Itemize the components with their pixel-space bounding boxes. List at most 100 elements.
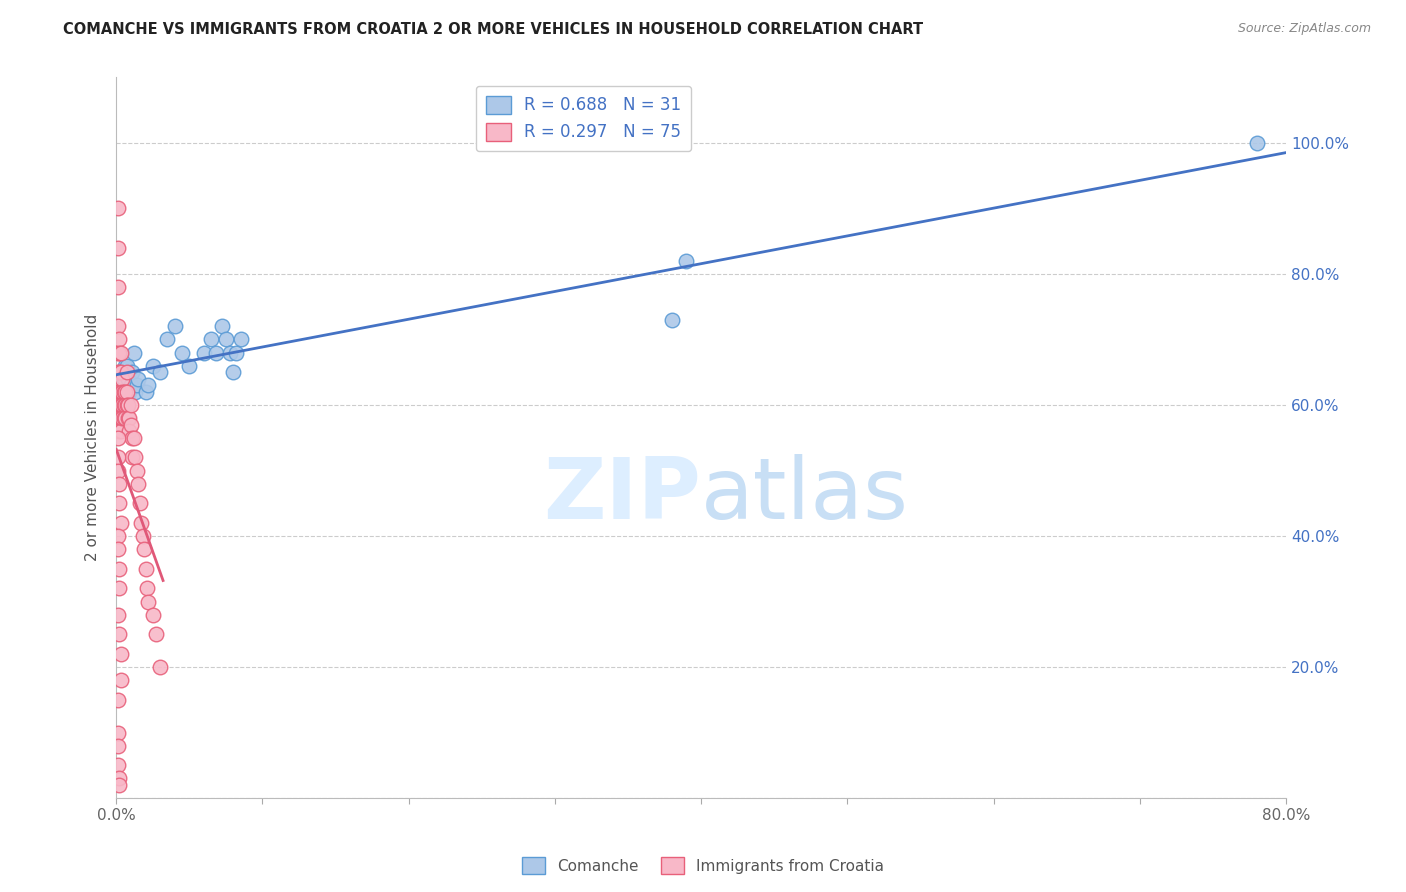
Point: [107, 384, 129, 399]
Point: [108, 424, 131, 438]
Point: [107, 365, 129, 379]
Point: [107, 693, 129, 707]
Point: [107, 739, 129, 753]
Point: [149, 365, 172, 379]
Point: [200, 333, 222, 347]
Legend: R = 0.688   N = 31, R = 0.297   N = 75: R = 0.688 N = 31, R = 0.297 N = 75: [475, 86, 690, 152]
Point: [118, 384, 141, 399]
Point: [219, 345, 242, 359]
Point: [117, 411, 139, 425]
Point: [112, 411, 135, 425]
Point: [134, 562, 156, 576]
Point: [132, 542, 155, 557]
Point: [675, 253, 697, 268]
Point: [142, 607, 165, 622]
Point: [204, 345, 226, 359]
Text: atlas: atlas: [702, 454, 910, 537]
Point: [124, 450, 146, 465]
Point: [107, 431, 129, 445]
Point: [118, 411, 141, 425]
Point: [111, 372, 134, 386]
Point: [115, 398, 138, 412]
Point: [107, 202, 129, 216]
Point: [107, 463, 129, 477]
Point: [110, 516, 132, 530]
Point: [121, 431, 143, 445]
Point: [661, 313, 683, 327]
Point: [110, 365, 132, 379]
Point: [114, 384, 136, 399]
Point: [108, 627, 131, 641]
Point: [121, 365, 143, 379]
Point: [142, 359, 165, 373]
Point: [107, 280, 129, 294]
Text: Source: ZipAtlas.com: Source: ZipAtlas.com: [1237, 22, 1371, 36]
Point: [110, 398, 132, 412]
Point: [108, 562, 131, 576]
Point: [112, 372, 135, 386]
Point: [127, 372, 149, 386]
Point: [211, 319, 233, 334]
Point: [107, 450, 129, 465]
Point: [107, 319, 129, 334]
Point: [121, 450, 143, 465]
Point: [107, 241, 129, 255]
Point: [215, 333, 238, 347]
Point: [107, 607, 129, 622]
Point: [110, 673, 132, 687]
Point: [134, 384, 156, 399]
Point: [122, 345, 145, 359]
Point: [108, 582, 131, 596]
Point: [107, 345, 129, 359]
Point: [129, 516, 152, 530]
Point: [107, 542, 129, 557]
Point: [136, 582, 159, 596]
Point: [110, 647, 132, 661]
Point: [131, 529, 153, 543]
Point: [108, 384, 131, 399]
Point: [108, 345, 131, 359]
Text: ZIP: ZIP: [543, 454, 702, 537]
Point: [110, 424, 132, 438]
Point: [1246, 136, 1268, 150]
Point: [138, 378, 160, 392]
Point: [107, 725, 129, 739]
Point: [117, 398, 139, 412]
Point: [110, 411, 132, 425]
Point: [127, 476, 149, 491]
Point: [149, 660, 172, 674]
Point: [112, 384, 135, 399]
Point: [179, 359, 201, 373]
Point: [115, 365, 138, 379]
Point: [138, 594, 160, 608]
Point: [120, 378, 142, 392]
Point: [118, 424, 141, 438]
Point: [108, 333, 131, 347]
Point: [108, 778, 131, 792]
Point: [112, 398, 135, 412]
Point: [120, 417, 142, 432]
Point: [124, 384, 146, 399]
Point: [114, 359, 136, 373]
Point: [108, 365, 131, 379]
Legend: Comanche, Immigrants from Croatia: Comanche, Immigrants from Croatia: [516, 851, 890, 880]
Point: [111, 384, 134, 399]
Y-axis label: 2 or more Vehicles in Household: 2 or more Vehicles in Household: [86, 314, 100, 561]
Point: [107, 529, 129, 543]
Point: [229, 333, 252, 347]
Point: [108, 476, 131, 491]
Point: [125, 463, 148, 477]
Point: [108, 496, 131, 510]
Point: [170, 345, 193, 359]
Point: [122, 431, 145, 445]
Point: [163, 319, 186, 334]
Point: [117, 372, 139, 386]
Point: [156, 333, 179, 347]
Point: [120, 398, 142, 412]
Point: [115, 384, 138, 399]
Point: [193, 345, 215, 359]
Point: [128, 496, 150, 510]
Point: [111, 398, 134, 412]
Point: [225, 345, 247, 359]
Point: [115, 359, 138, 373]
